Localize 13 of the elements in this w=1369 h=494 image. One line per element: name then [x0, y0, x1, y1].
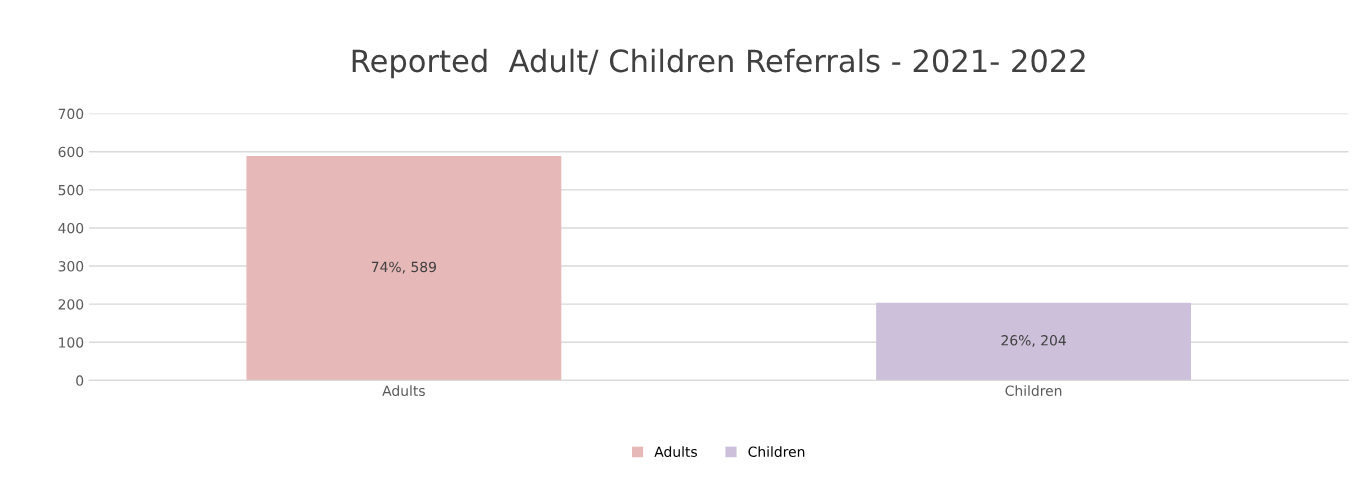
legend-label: Children	[748, 446, 805, 457]
chart-title: Reported Adult/ Children Referrals - 2021- 2022	[352, 48, 1085, 79]
y-tick-label: 200	[58, 299, 84, 310]
data-label: 26%, 204	[1001, 335, 1066, 347]
y-tick-label: 500	[58, 184, 84, 196]
y-tick-label: 300	[58, 261, 84, 272]
data-label: 74%, 589	[371, 261, 436, 274]
legend-label: Adults	[654, 446, 697, 457]
y-tick-label: 600	[58, 146, 84, 158]
y-tick-label: 100	[59, 337, 84, 348]
y-tick-label: 400	[58, 222, 84, 234]
y-tick-label: 700	[58, 108, 84, 120]
y-tick-label: 0	[76, 375, 84, 386]
